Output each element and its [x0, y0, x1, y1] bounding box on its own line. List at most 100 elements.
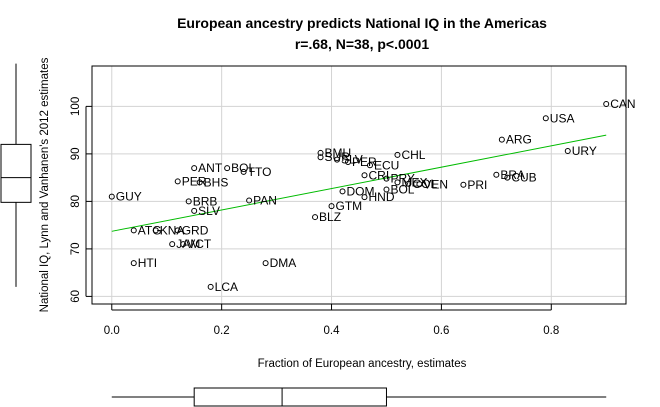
point-marker [191, 165, 198, 172]
grid [92, 66, 626, 304]
data-point: CUB [504, 171, 537, 185]
x-boxplot [111, 387, 607, 407]
data-point: HTI [130, 256, 157, 270]
point-marker [564, 148, 571, 155]
y-tick-label: 90 [70, 147, 82, 160]
point-marker [394, 179, 401, 186]
y-tick-label: 80 [70, 195, 82, 208]
point-label: CUB [511, 171, 536, 185]
data-point: URY [564, 144, 597, 158]
point-label: BRA [500, 168, 525, 182]
point-marker [169, 241, 176, 248]
data-point: SLV [334, 153, 363, 167]
data-point: BRA [493, 168, 525, 182]
point-marker [224, 165, 231, 172]
point-marker [383, 175, 390, 182]
point-marker [542, 115, 549, 122]
point-marker [317, 154, 324, 161]
data-point: PAN [246, 193, 277, 207]
point-label: HTI [138, 256, 157, 270]
point-label: VEN [423, 177, 448, 191]
data-point: CHL [394, 148, 426, 162]
data-point: GUY [108, 190, 142, 204]
point-label: KNA [160, 223, 185, 237]
point-marker [130, 227, 137, 234]
point-marker [416, 181, 423, 188]
data-points: CANUSAARGURYBRACUBPRICHLPRYMEXCOLVENBOLE… [108, 97, 636, 294]
point-marker [191, 207, 198, 214]
point-label: DMA [270, 256, 297, 270]
data-point: BOL [383, 183, 415, 197]
data-point: TTO [240, 165, 271, 179]
point-marker [312, 214, 319, 221]
chart-subtitle: r=.68, N=38, p<.0001 [295, 36, 429, 52]
data-point: BHS [196, 175, 228, 189]
x-tick-label: 0.8 [543, 325, 559, 337]
data-point: HND [361, 190, 395, 204]
point-label: BOL [390, 183, 414, 197]
point-marker [394, 151, 401, 158]
data-point: USA [542, 111, 575, 125]
point-marker [317, 149, 324, 156]
point-label: BMU [325, 146, 352, 160]
y-tick-label: 70 [70, 242, 82, 255]
x-tick-label: 0.2 [214, 325, 230, 337]
point-label: SLV [341, 153, 363, 167]
data-point: SLV [191, 204, 220, 218]
data-point: CAN [603, 97, 636, 111]
data-point: ATG [130, 223, 162, 237]
point-label: PRY [390, 172, 414, 186]
data-point: GTM [328, 199, 362, 213]
point-marker [366, 162, 373, 169]
data-point: BLZ [312, 210, 341, 224]
data-point: LCA [207, 280, 238, 294]
chart-title: European ancestry predicts National IQ i… [177, 15, 547, 31]
point-marker [152, 227, 159, 234]
point-label: HND [368, 190, 394, 204]
point-label: CAN [610, 97, 635, 111]
data-point: CRI [361, 168, 389, 182]
point-marker [328, 203, 335, 210]
point-marker [246, 197, 253, 204]
point-label: PAN [253, 193, 277, 207]
point-marker [174, 227, 181, 234]
data-point: BRB [185, 194, 218, 208]
data-point: KNA [152, 223, 185, 237]
point-label: ARG [506, 133, 532, 147]
point-marker [130, 260, 137, 267]
point-marker [334, 156, 341, 163]
data-point: ARG [498, 133, 532, 147]
data-point: JAM [169, 237, 200, 251]
x-tick-label: 0.6 [433, 325, 449, 337]
data-point: ECU [366, 158, 399, 172]
point-marker [361, 172, 368, 179]
point-label: ECU [374, 158, 399, 172]
data-point: PRI [460, 178, 487, 192]
data-point: VCT [180, 237, 212, 251]
x-tick-label: 0.4 [324, 325, 341, 337]
point-label: PER [352, 155, 377, 169]
marginal-boxplots [0, 63, 607, 407]
data-point: ANT [191, 161, 223, 175]
point-label: BRB [193, 194, 218, 208]
y-tick-label: 60 [70, 290, 82, 303]
point-label: COL [412, 177, 437, 191]
point-marker [361, 194, 368, 201]
y-axis-label: National IQ, Lynn and Vanhanen's 2012 es… [39, 57, 51, 312]
point-marker [196, 179, 203, 186]
plot-frame [91, 65, 627, 305]
data-point: BOL [224, 161, 255, 175]
point-marker [345, 158, 352, 165]
point-label: USA [550, 111, 575, 125]
regression-line [111, 134, 607, 232]
point-marker [603, 101, 610, 108]
point-marker [207, 283, 214, 290]
point-label: BOL [231, 161, 255, 175]
point-marker [405, 180, 412, 187]
point-label: LCA [215, 280, 238, 294]
point-label: DOM [347, 184, 375, 198]
point-label: URY [572, 144, 597, 158]
data-point: DMA [262, 256, 297, 270]
data-point: DOM [339, 184, 375, 198]
